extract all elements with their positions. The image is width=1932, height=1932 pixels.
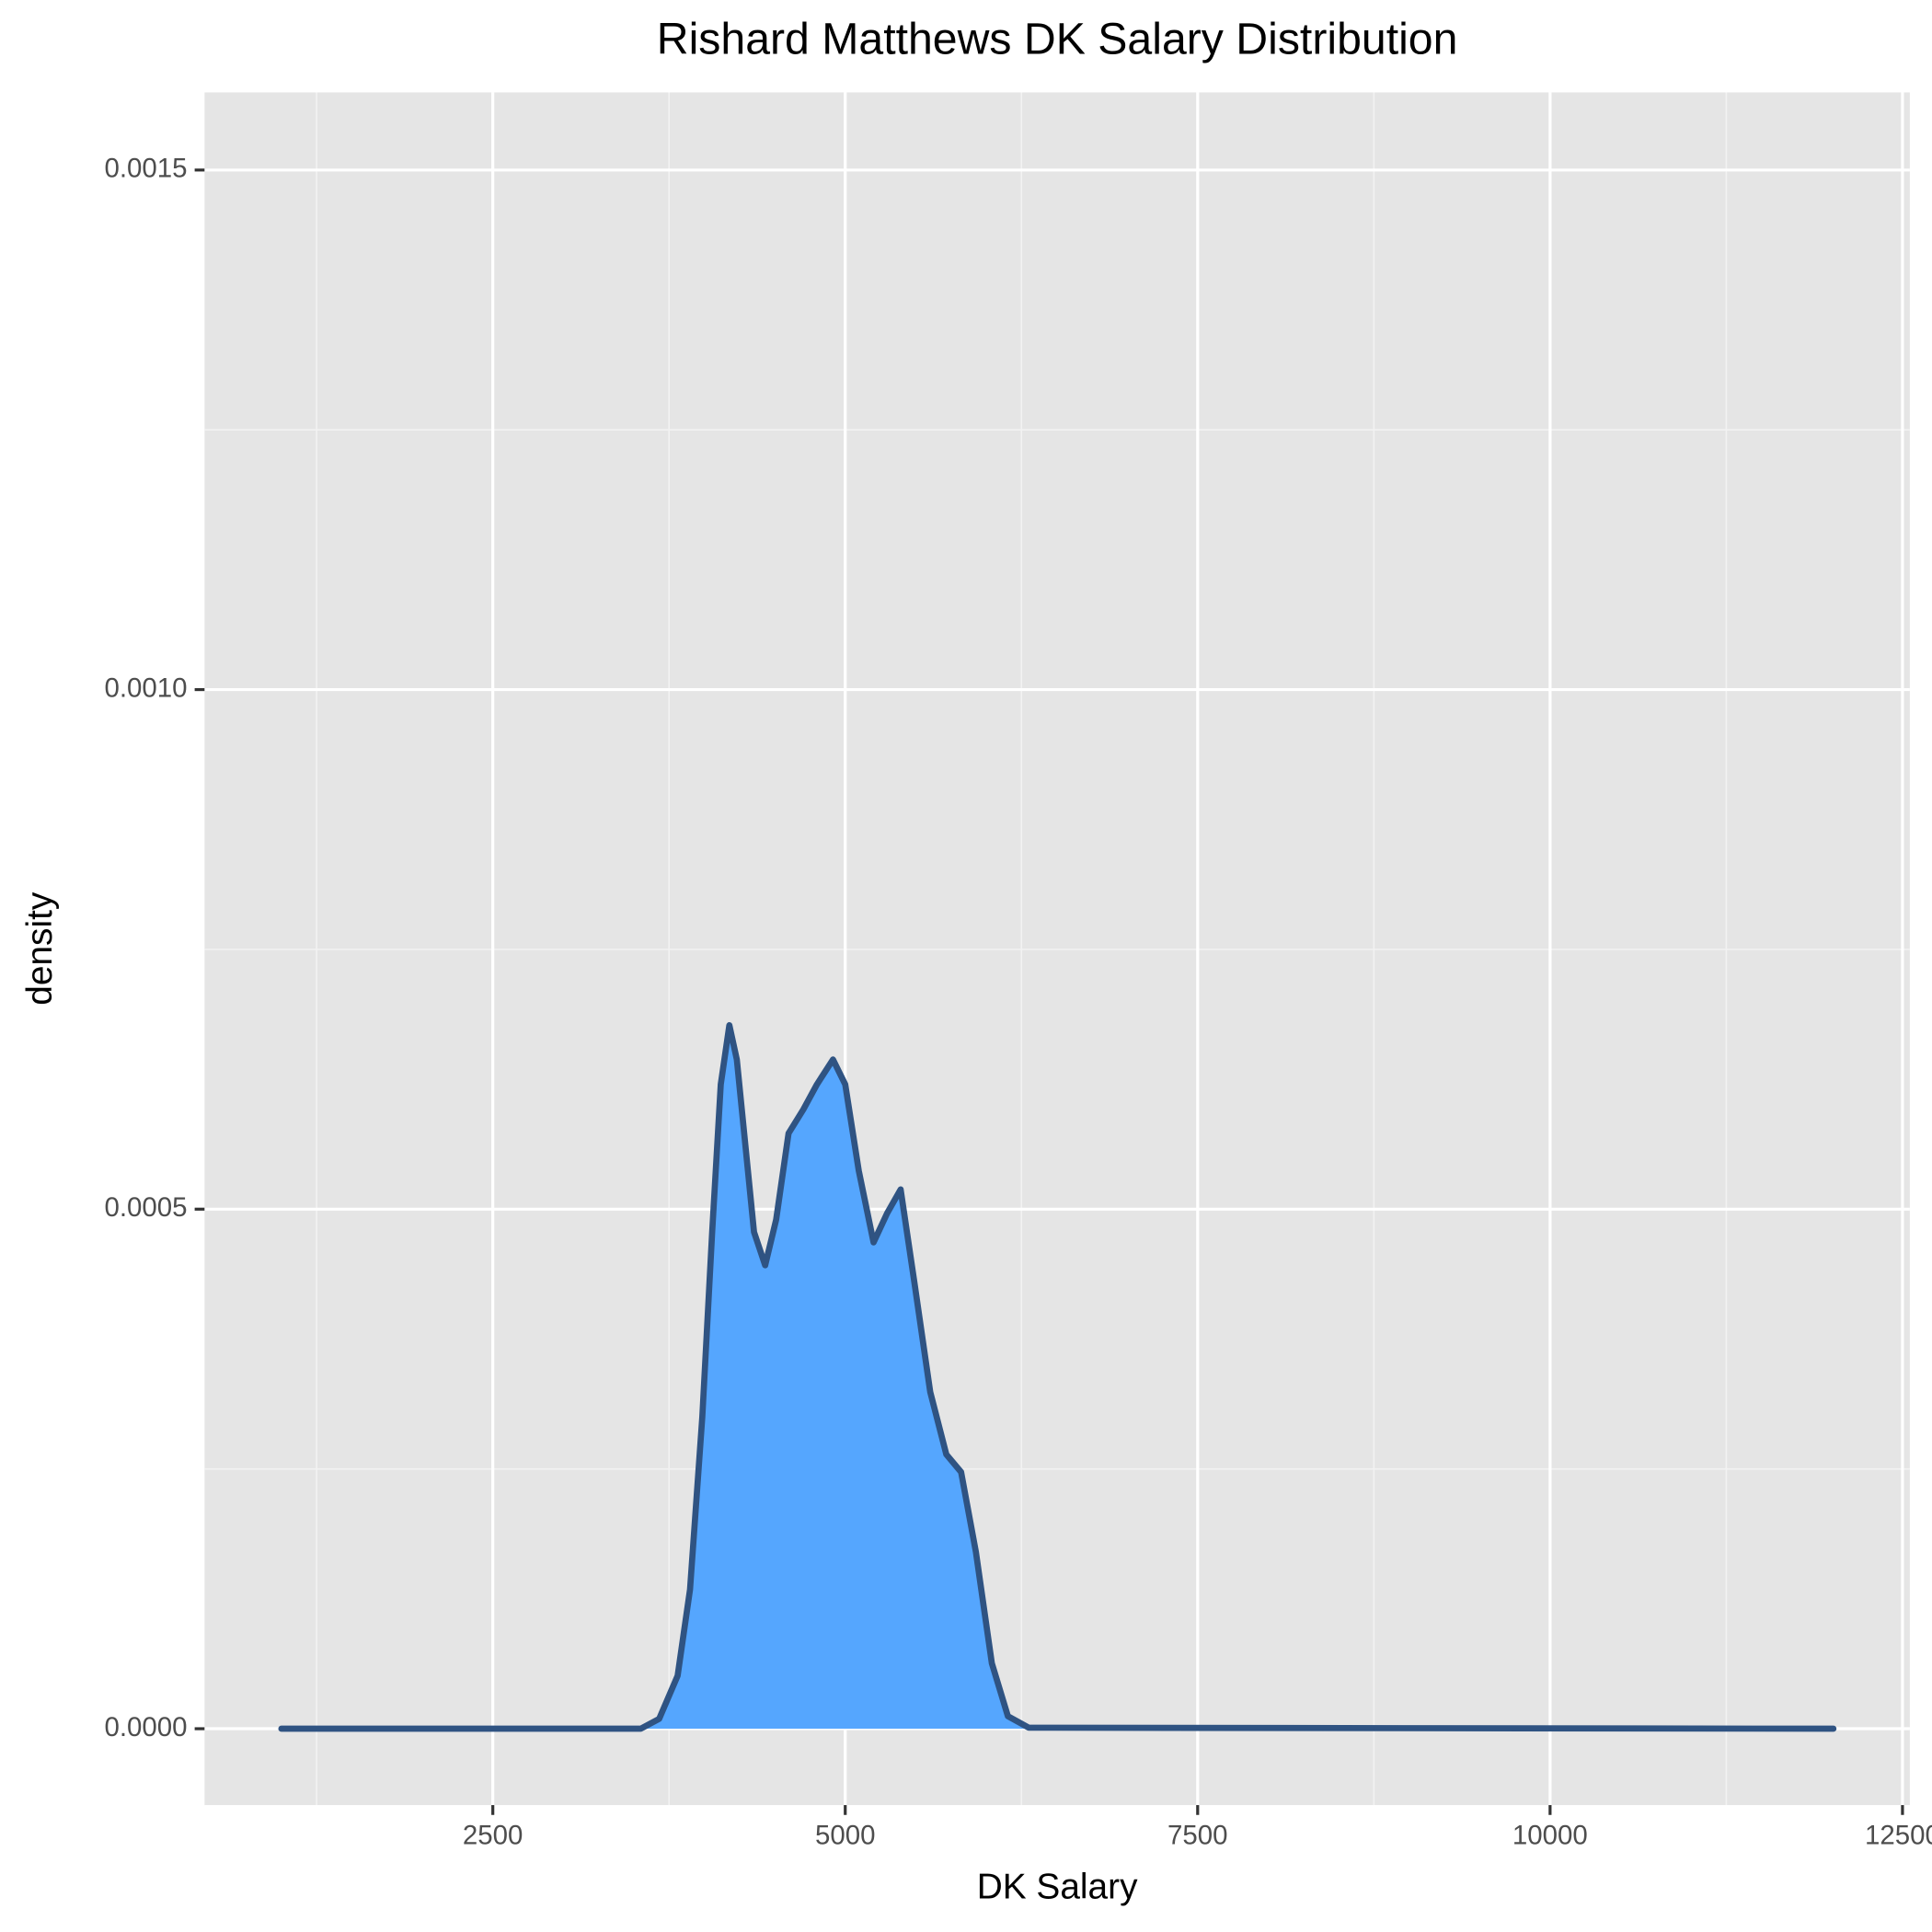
x-tick-label: 5000	[815, 1821, 876, 1851]
density-line	[278, 1022, 1837, 1732]
x-tick-label: 7500	[1167, 1821, 1228, 1851]
x-tick-label: 10000	[1512, 1821, 1588, 1851]
x-axis-label: DK Salary	[977, 1867, 1138, 1906]
y-tick-label: 0.0005	[104, 1192, 187, 1223]
y-tick-label: 0.0000	[104, 1712, 187, 1742]
x-tick-label: 2500	[463, 1821, 523, 1851]
y-tick-label: 0.0010	[104, 673, 187, 703]
y-tick-label: 0.0015	[104, 154, 187, 184]
chart-title: Rishard Matthews DK Salary Distribution	[657, 14, 1458, 63]
marks	[278, 1022, 1837, 1732]
y-axis-label: density	[20, 891, 60, 1006]
